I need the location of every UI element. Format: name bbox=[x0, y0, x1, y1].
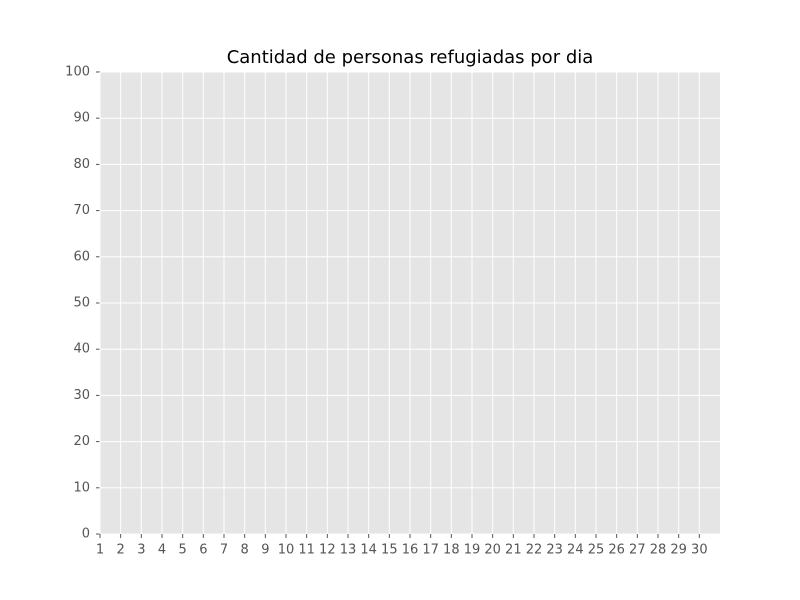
y-tick-label: 20 bbox=[73, 434, 90, 449]
x-tick-label: 17 bbox=[422, 543, 439, 558]
x-tick-label: 14 bbox=[360, 543, 377, 558]
x-tick-label: 24 bbox=[567, 543, 584, 558]
x-tick-label: 27 bbox=[629, 543, 646, 558]
x-tick-label: 29 bbox=[670, 543, 687, 558]
x-tick-label: 30 bbox=[691, 543, 708, 558]
y-tick-label: 100 bbox=[65, 65, 90, 80]
y-tick-label: 30 bbox=[73, 388, 90, 403]
y-tick-label: 40 bbox=[73, 342, 90, 357]
x-tick-label: 2 bbox=[117, 543, 125, 558]
x-tick-label: 11 bbox=[298, 543, 315, 558]
y-tick-label: 60 bbox=[73, 249, 90, 264]
x-tick-label: 7 bbox=[220, 543, 228, 558]
y-tick-label: 50 bbox=[73, 296, 90, 311]
x-tick-label: 4 bbox=[158, 543, 166, 558]
x-tick-label: 20 bbox=[484, 543, 501, 558]
y-tick-label: 0 bbox=[82, 527, 90, 542]
x-tick-label: 21 bbox=[505, 543, 522, 558]
chart-title: Cantidad de personas refugiadas por dia bbox=[227, 47, 594, 68]
x-tick-label: 23 bbox=[546, 543, 563, 558]
x-tick-label: 26 bbox=[608, 543, 625, 558]
x-tick-label: 13 bbox=[340, 543, 357, 558]
x-tick-label: 12 bbox=[319, 543, 336, 558]
y-tick-label: 80 bbox=[73, 157, 90, 172]
x-tick-label: 22 bbox=[526, 543, 543, 558]
y-tick-label: 70 bbox=[73, 203, 90, 218]
x-tick-label: 6 bbox=[199, 543, 207, 558]
x-tick-label: 9 bbox=[261, 543, 269, 558]
y-tick-label: 90 bbox=[73, 111, 90, 126]
x-tick-label: 28 bbox=[650, 543, 667, 558]
x-tick-label: 19 bbox=[464, 543, 481, 558]
x-tick-label: 10 bbox=[278, 543, 295, 558]
x-tick-label: 15 bbox=[381, 543, 398, 558]
x-tick-label: 16 bbox=[402, 543, 419, 558]
x-tick-label: 5 bbox=[179, 543, 187, 558]
x-tick-label: 1 bbox=[96, 543, 104, 558]
x-tick-label: 18 bbox=[443, 543, 460, 558]
x-tick-label: 3 bbox=[137, 543, 145, 558]
y-tick-label: 10 bbox=[73, 480, 90, 495]
x-tick-label: 25 bbox=[588, 543, 605, 558]
x-tick-label: 8 bbox=[241, 543, 249, 558]
